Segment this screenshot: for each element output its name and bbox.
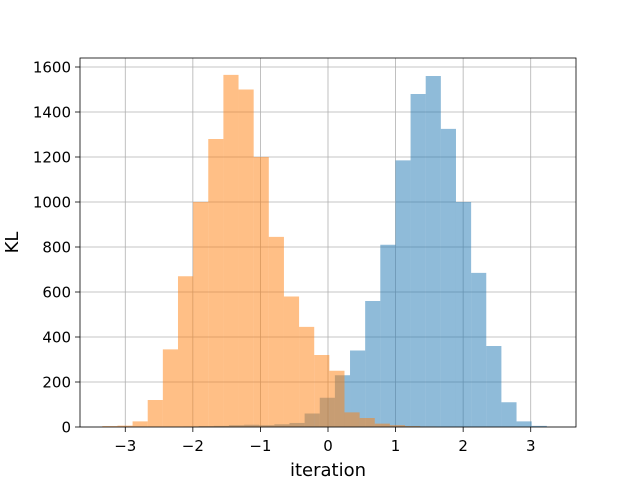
y-tick-label: 1400 (33, 104, 71, 122)
histogram-bar-series-2 (254, 157, 269, 427)
histogram-bar-series-1 (395, 160, 410, 427)
histogram-bar-series-1 (486, 346, 501, 427)
y-tick-label: 1000 (33, 194, 71, 212)
histogram-bar-series-2 (314, 355, 329, 427)
histogram-bar-series-1 (441, 129, 456, 427)
histogram-bar-series-2 (178, 276, 193, 427)
histogram-bar-series-2 (284, 297, 299, 428)
histogram-bar-series-2 (375, 424, 390, 427)
histogram-bar-series-2 (239, 90, 254, 428)
y-axis-label: KL (2, 232, 23, 254)
histogram-bar-series-2 (148, 400, 163, 427)
x-tick-label: 3 (526, 437, 536, 455)
y-tick-label: 600 (42, 284, 71, 302)
histogram-bar-series-1 (456, 202, 471, 427)
x-tick-label: −3 (114, 437, 136, 455)
y-tick-label: 1600 (33, 59, 71, 77)
histogram-bar-series-1 (380, 245, 395, 427)
x-axis-label: iteration (290, 460, 366, 480)
histogram-bar-series-2 (329, 371, 344, 427)
histogram-bar-series-2 (223, 75, 238, 427)
y-tick-label: 800 (42, 239, 71, 257)
y-tick-label: 400 (42, 329, 71, 347)
histogram-bar-series-2 (163, 349, 178, 427)
y-tick-label: 200 (42, 374, 71, 392)
x-tick-label: 2 (458, 437, 468, 455)
x-tick-label: 0 (323, 437, 333, 455)
histogram-bar-series-1 (426, 76, 441, 427)
histogram-bar-series-1 (411, 94, 426, 427)
histogram-bar-series-2 (133, 421, 148, 427)
histogram-bar-series-2 (208, 139, 223, 427)
histogram-bar-series-2 (360, 418, 375, 427)
histogram-bar-series-1 (471, 273, 486, 427)
x-tick-label: −2 (182, 437, 204, 455)
histogram-bar-series-2 (269, 237, 284, 427)
y-tick-label: 1200 (33, 149, 71, 167)
x-tick-label: 1 (391, 437, 401, 455)
histogram-bar-series-2 (299, 327, 314, 427)
histogram-bar-series-2 (193, 202, 208, 427)
x-tick-label: −1 (249, 437, 271, 455)
y-tick-label: 0 (61, 419, 71, 437)
histogram-bar-series-1 (501, 402, 516, 427)
histogram-bar-series-2 (344, 412, 359, 427)
histogram-bar-series-1 (365, 301, 380, 427)
histogram-bar-series-1 (517, 421, 532, 427)
